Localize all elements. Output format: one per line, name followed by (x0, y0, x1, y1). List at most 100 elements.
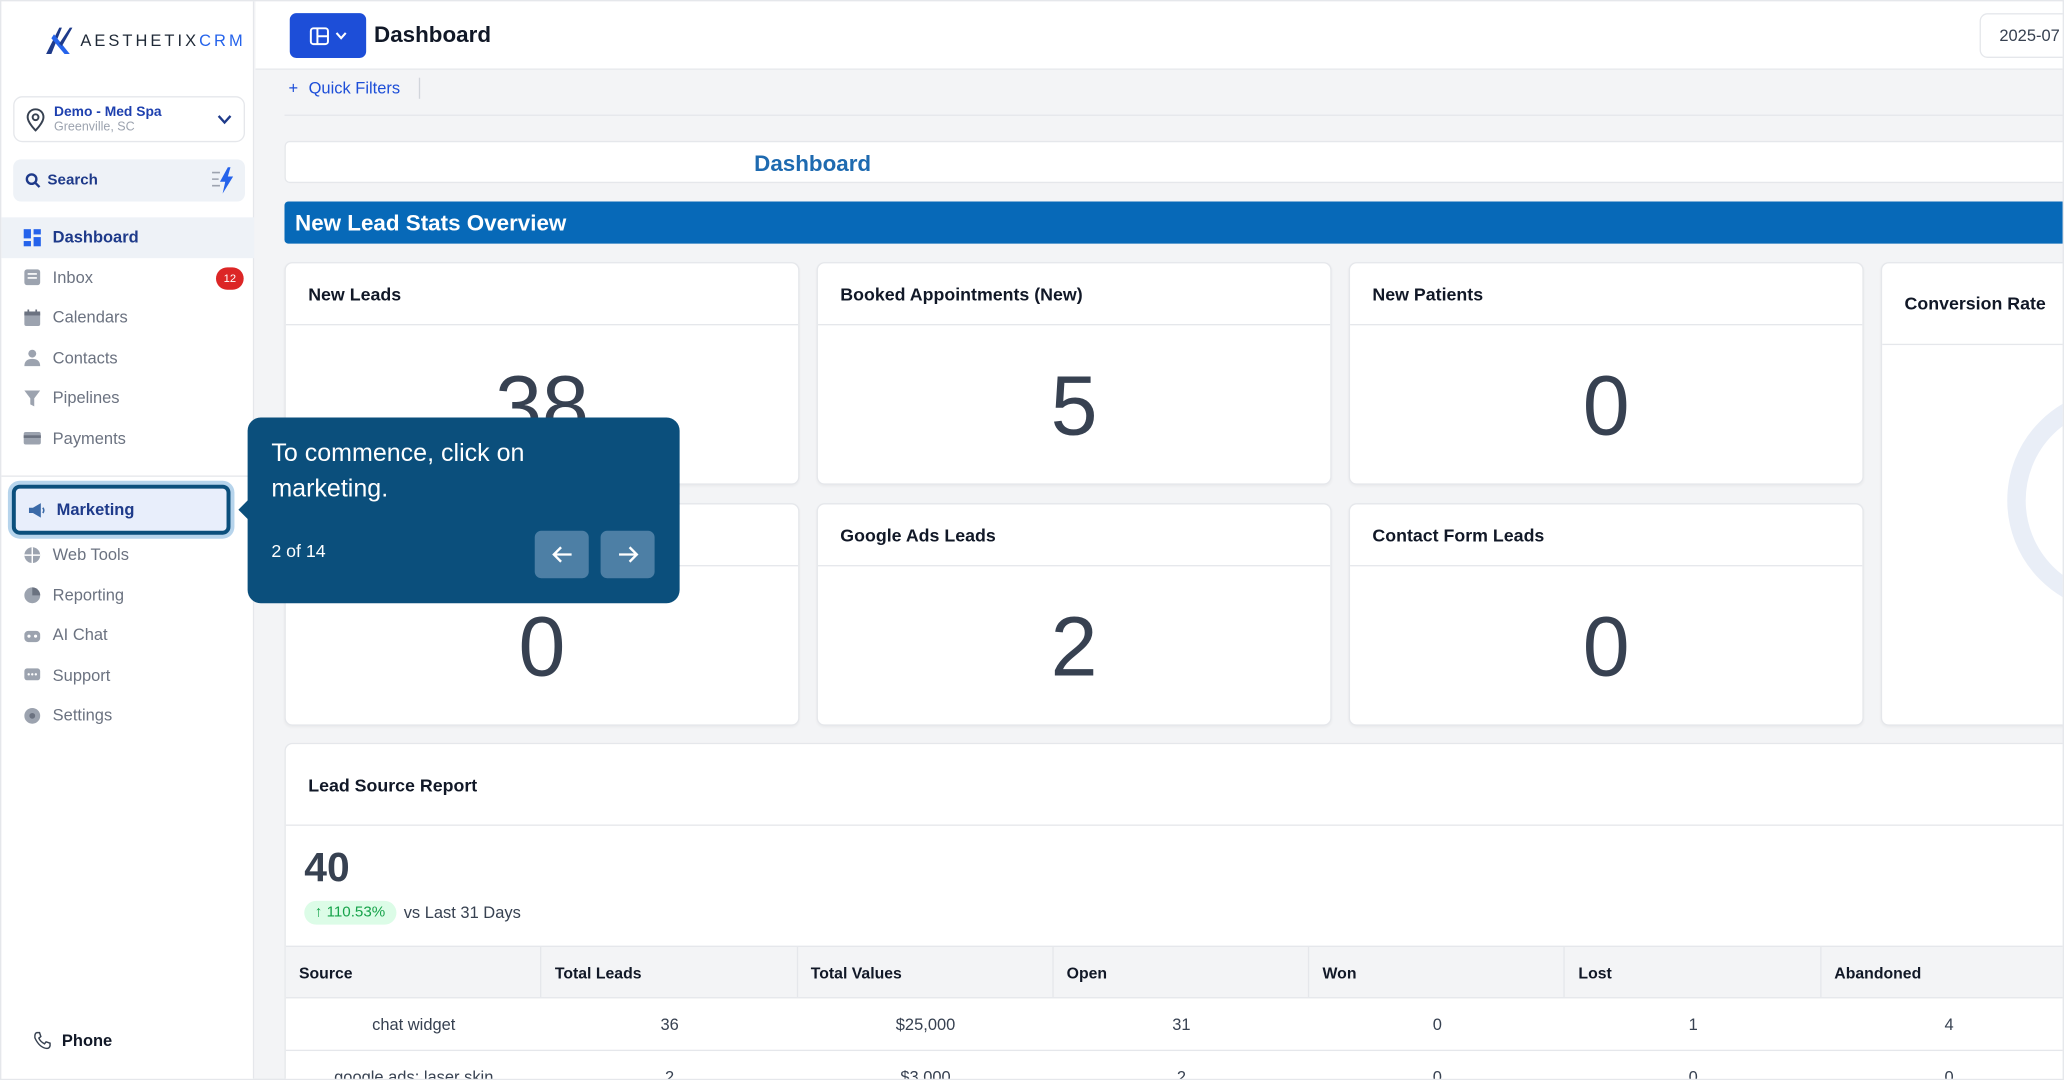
sidebar-item-label: Calendars (52, 308, 128, 327)
search-button[interactable]: Search (13, 159, 245, 202)
sidebar-nav: Dashboard Inbox 12 Calendars (1, 217, 255, 735)
divider (418, 77, 420, 99)
funnel-icon (24, 390, 41, 406)
tooltip-prev-button[interactable] (534, 530, 589, 579)
table-cell: 0 (1944, 1068, 1954, 1080)
top-bar: Dashboard 2025-07 (255, 1, 2063, 70)
layout-icon (309, 26, 329, 45)
sidebar-item-pipelines[interactable]: Pipelines (1, 378, 254, 418)
dashboard-title: Dashboard (754, 151, 872, 177)
sidebar-item-payments[interactable]: Payments (1, 418, 254, 458)
location-subtitle: Greenville, SC (54, 119, 135, 134)
table-row[interactable]: chat widget 36 $25,000 31 0 1 4 (285, 998, 2063, 1052)
card-value: 0 (1582, 599, 1630, 695)
stat-card-contact-form-leads: Contact Form Leads 0 (1348, 503, 1864, 726)
column-header[interactable]: Abandoned (1821, 947, 2062, 997)
sidebar-item-marketing[interactable]: Marketing (11, 484, 231, 535)
table-header: Source Total Leads Total Values Open Won… (285, 945, 2063, 999)
brand-name: AESTHETIXCRM (80, 31, 246, 51)
gear-icon (24, 707, 41, 724)
sidebar-item-label: Support (52, 666, 111, 685)
arrow-up-icon: ↑ (314, 904, 327, 921)
app-switcher-button[interactable] (289, 13, 367, 58)
card-title: Google Ads Leads (817, 504, 1331, 567)
card-value: 0 (1582, 358, 1630, 454)
card-title: Booked Appointments (New) (817, 263, 1331, 326)
card-value: 0 (518, 599, 566, 695)
column-header[interactable]: Open (1053, 946, 1310, 998)
table-row[interactable]: google ads: laser skin 2 $3,000 2 0 0 0 (286, 1051, 2063, 1080)
sidebar-item-label: Contacts (52, 348, 118, 368)
megaphone-icon (28, 502, 45, 517)
chat-icon (24, 668, 41, 681)
sidebar-item-label: Pipelines (52, 388, 120, 408)
sidebar-item-web-tools[interactable]: Web Tools (1, 535, 254, 575)
stat-card-conversion-rate: Conversion Rate (1880, 262, 2063, 726)
phone-button[interactable]: Phone (33, 1031, 112, 1050)
search-label: Search (47, 172, 98, 189)
sidebar-item-label: Reporting (52, 585, 125, 605)
tooltip-next-button[interactable] (600, 530, 655, 579)
page-title: Dashboard (374, 22, 492, 48)
sidebar-item-support[interactable]: Support (1, 655, 254, 695)
table-cell: 36 (660, 1015, 679, 1034)
sidebar-item-inbox[interactable]: Inbox 12 (1, 257, 254, 297)
column-header[interactable]: Lost (1565, 946, 1822, 998)
column-header[interactable]: Source (286, 946, 542, 998)
column-header[interactable]: Total Leads (542, 946, 798, 998)
walkthrough-tooltip: To commence, click on marketing. 2 of 14 (238, 417, 680, 604)
calendar-icon (24, 309, 41, 326)
table-cell: $25,000 (895, 1015, 956, 1034)
sidebar-item-label: Settings (52, 706, 113, 725)
card-title: New Leads (285, 263, 799, 326)
table-cell: 31 (1172, 1015, 1191, 1034)
sidebar-item-reporting[interactable]: Reporting (1, 575, 254, 615)
date-range-picker[interactable]: 2025-07 (1979, 13, 2063, 58)
lead-source-report: Lead Source Report 40 ↑ 110.53% vs Last … (284, 742, 2063, 1080)
sidebar-item-contacts[interactable]: Contacts (1, 338, 254, 378)
sidebar-item-label: AI Chat (52, 625, 108, 645)
sidebar-item-calendars[interactable]: Calendars (1, 298, 254, 338)
table-cell: 4 (1944, 1015, 1954, 1034)
sidebar-item-label: Dashboard (52, 228, 139, 247)
conversion-gauge (2007, 388, 2063, 613)
contacts-icon (24, 350, 41, 367)
column-header[interactable]: Total Values (798, 946, 1054, 998)
inbox-icon (24, 269, 41, 286)
comparison-label: vs Last 31 Days (403, 903, 521, 922)
table-cell: 0 (1432, 1015, 1442, 1034)
trend-badge: ↑ 110.53% (304, 900, 396, 925)
table-cell: google ads: laser skin (334, 1068, 494, 1080)
sidebar-item-label: Web Tools (52, 545, 129, 565)
stat-card-booked-appointments: Booked Appointments (New) 5 (816, 262, 1332, 485)
pie-icon (24, 587, 41, 604)
brand-logo[interactable]: AESTHETIXCRM (43, 26, 245, 55)
logo-icon (46, 27, 73, 55)
sidebar-item-dashboard[interactable]: Dashboard (1, 217, 255, 258)
trend-row: ↑ 110.53% vs Last 31 Days (304, 900, 521, 925)
table-cell: chat widget (372, 1015, 456, 1034)
map-pin-icon (26, 107, 45, 132)
table-cell: 0 (1688, 1068, 1698, 1080)
table-cell: $3,000 (900, 1068, 951, 1080)
chevron-down-icon (217, 115, 232, 125)
stat-card-new-patients: New Patients 0 (1348, 262, 1864, 485)
report-total: 40 (304, 844, 350, 891)
location-switcher[interactable]: Demo - Med Spa Greenville, SC (13, 96, 245, 143)
table-cell: 1 (1688, 1015, 1698, 1034)
card-title: New Patients (1350, 263, 1863, 326)
card-icon (23, 432, 41, 445)
sidebar-item-settings[interactable]: Settings (1, 695, 254, 735)
card-value: 5 (1050, 358, 1098, 454)
unread-badge: 12 (216, 266, 244, 290)
column-header[interactable]: Won (1309, 946, 1566, 998)
dashboard-title-bar: Dashboard (284, 140, 2063, 184)
quick-filters-button[interactable]: + Quick Filters (288, 77, 420, 99)
tooltip-step-counter: 2 of 14 (271, 541, 326, 562)
divider (284, 114, 2063, 116)
sidebar-item-ai-chat[interactable]: AI Chat (1, 615, 254, 655)
card-title: Contact Form Leads (1350, 504, 1863, 567)
arrow-left-icon (551, 546, 571, 563)
lightning-icon[interactable] (211, 166, 237, 195)
